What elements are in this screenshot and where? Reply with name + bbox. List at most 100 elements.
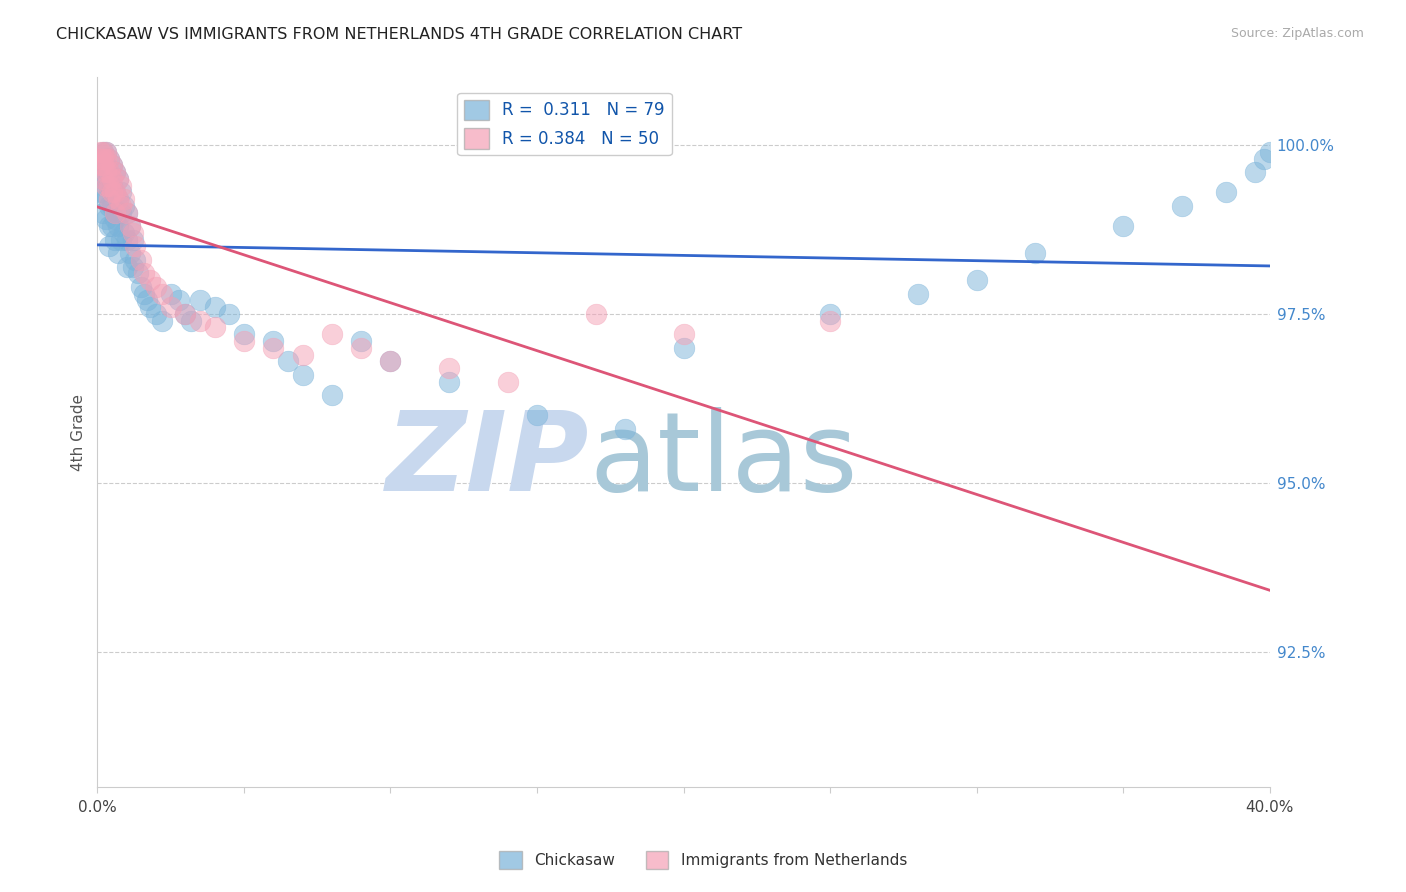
Point [91,171,114,186]
Point [89,152,111,166]
Point [115,205,138,219]
Point [115,205,138,219]
Point [139,300,162,314]
Point [112,199,135,213]
Point [496,375,519,389]
Point [91,145,114,159]
Point [104,205,127,219]
Point [613,422,636,436]
Point [98,239,121,253]
Point [1024,246,1046,260]
Point [98,165,121,179]
Point [262,341,284,355]
Point [101,171,124,186]
Point [101,158,124,172]
Point [94,171,117,186]
Point [89,145,111,159]
Point [110,205,132,219]
Point [110,199,132,213]
Point [94,192,117,206]
Point [112,192,135,206]
Point [91,145,114,159]
Point [232,334,254,348]
Point [174,307,197,321]
Point [1215,186,1237,200]
Point [104,165,127,179]
Point [101,219,124,234]
Point [91,152,114,166]
Point [188,293,211,308]
Point [1244,165,1267,179]
Point [672,341,695,355]
Point [218,307,240,321]
Point [1253,152,1275,166]
Point [131,252,153,267]
Point [110,233,132,247]
Point [101,186,124,200]
Point [124,252,146,267]
Point [91,205,114,219]
Point [818,314,841,328]
Point [134,267,156,281]
Point [89,186,111,200]
Point [350,334,373,348]
Point [110,186,132,200]
Point [89,165,111,179]
Point [98,178,121,193]
Point [139,273,162,287]
Point [291,368,314,382]
Point [107,192,129,206]
Point [159,300,181,314]
Point [437,375,460,389]
Text: Source: ZipAtlas.com: Source: ZipAtlas.com [1230,27,1364,40]
Point [526,409,548,423]
Point [101,178,124,193]
Point [94,145,117,159]
Point [136,293,159,308]
Point [89,158,111,172]
Point [94,165,117,179]
Point [107,246,129,260]
Point [145,280,167,294]
Point [107,192,129,206]
Point [118,219,141,234]
Point [94,152,117,166]
Point [321,327,343,342]
Point [121,233,143,247]
Point [180,314,202,328]
Point [204,300,226,314]
Point [321,388,343,402]
Point [104,186,127,200]
Point [437,361,460,376]
Point [101,199,124,213]
Text: CHICKASAW VS IMMIGRANTS FROM NETHERLANDS 4TH GRADE CORRELATION CHART: CHICKASAW VS IMMIGRANTS FROM NETHERLANDS… [56,27,742,42]
Point [104,165,127,179]
Point [174,307,197,321]
Point [1258,145,1281,159]
Point [150,286,173,301]
Point [91,158,114,172]
Point [104,212,127,227]
Point [91,186,114,200]
Point [107,171,129,186]
Point [150,314,173,328]
Point [107,171,129,186]
Y-axis label: 4th Grade: 4th Grade [72,393,86,471]
Legend: Chickasaw, Immigrants from Netherlands: Chickasaw, Immigrants from Netherlands [494,845,912,875]
Point [145,307,167,321]
Point [818,307,841,321]
Point [115,260,138,274]
Point [350,341,373,355]
Point [262,334,284,348]
Point [966,273,988,287]
Point [134,286,156,301]
Point [169,293,191,308]
Point [115,233,138,247]
Point [101,158,124,172]
Point [107,219,129,234]
Point [112,226,135,240]
Point [94,158,117,172]
Point [380,354,402,368]
Legend: R =  0.311   N = 79, R = 0.384   N = 50: R = 0.311 N = 79, R = 0.384 N = 50 [457,93,672,155]
Point [124,239,146,253]
